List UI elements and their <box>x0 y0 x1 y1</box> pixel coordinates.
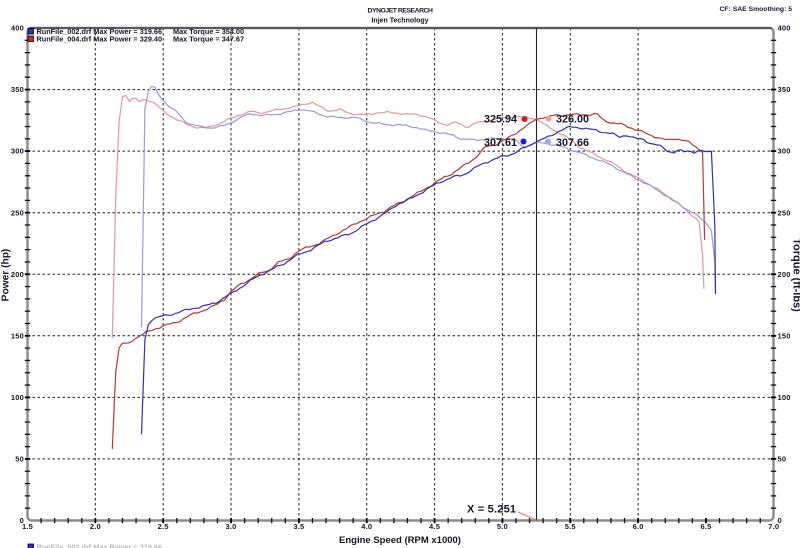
svg-text:150: 150 <box>11 331 24 340</box>
svg-text:CF: SAE Smoothing: 5: CF: SAE Smoothing: 5 <box>720 6 793 13</box>
svg-text:RunFile_002.drf Max Power = 31: RunFile_002.drf Max Power = 319.66 <box>37 543 163 548</box>
svg-text:100: 100 <box>778 393 791 402</box>
svg-text:50: 50 <box>778 455 787 464</box>
svg-text:250: 250 <box>778 208 791 217</box>
svg-text:Injen Technology: Injen Technology <box>371 18 428 25</box>
svg-text:300: 300 <box>11 147 24 156</box>
svg-text:350: 350 <box>11 85 24 94</box>
svg-text:RunFile_004.drf Max Power = 32: RunFile_004.drf Max Power = 329.40 <box>37 34 163 43</box>
svg-text:100: 100 <box>11 393 24 402</box>
svg-text:0: 0 <box>778 516 782 525</box>
svg-text:3.5: 3.5 <box>293 522 304 531</box>
svg-text:200: 200 <box>778 270 791 279</box>
svg-text:Engine Speed (RPM x1000): Engine Speed (RPM x1000) <box>339 535 461 546</box>
svg-text:4.5: 4.5 <box>429 522 440 531</box>
svg-text:5.5: 5.5 <box>565 522 576 531</box>
svg-text:RunFile_002.drf Max Power = 31: RunFile_002.drf Max Power = 319.66 <box>37 27 163 36</box>
svg-text:200: 200 <box>11 270 24 279</box>
svg-text:150: 150 <box>778 331 791 340</box>
svg-text:5.0: 5.0 <box>497 522 508 531</box>
svg-text:400: 400 <box>11 24 24 33</box>
svg-text:4.0: 4.0 <box>361 522 372 531</box>
svg-text:300: 300 <box>778 147 791 156</box>
svg-text:2.5: 2.5 <box>158 522 169 531</box>
svg-text:Torque (ft-lbs): Torque (ft-lbs) <box>791 238 800 312</box>
svg-text:3.0: 3.0 <box>226 522 237 531</box>
svg-text:Max Torque = 354.00: Max Torque = 354.00 <box>173 27 244 36</box>
svg-text:Max Torque = 347.67: Max Torque = 347.67 <box>173 34 244 43</box>
svg-text:2.0: 2.0 <box>90 522 101 531</box>
svg-text:307.61: 307.61 <box>484 137 517 149</box>
svg-text:250: 250 <box>11 208 24 217</box>
svg-text:400: 400 <box>778 24 791 33</box>
svg-text:350: 350 <box>778 85 791 94</box>
svg-text:6.5: 6.5 <box>700 522 711 531</box>
svg-text:307.66: 307.66 <box>556 137 589 149</box>
svg-text:Power (hp): Power (hp) <box>1 249 12 302</box>
svg-text:325.94: 325.94 <box>484 114 517 126</box>
svg-text:6.0: 6.0 <box>633 522 644 531</box>
svg-text:DYNOJET RESEARCH: DYNOJET RESEARCH <box>368 8 433 15</box>
svg-text:0: 0 <box>20 516 24 525</box>
svg-text:50: 50 <box>15 455 24 464</box>
svg-text:X = 5.251: X = 5.251 <box>467 504 516 516</box>
svg-text:1.5: 1.5 <box>22 522 33 531</box>
svg-text:7.0: 7.0 <box>768 522 779 531</box>
svg-text:326.00: 326.00 <box>556 114 589 126</box>
